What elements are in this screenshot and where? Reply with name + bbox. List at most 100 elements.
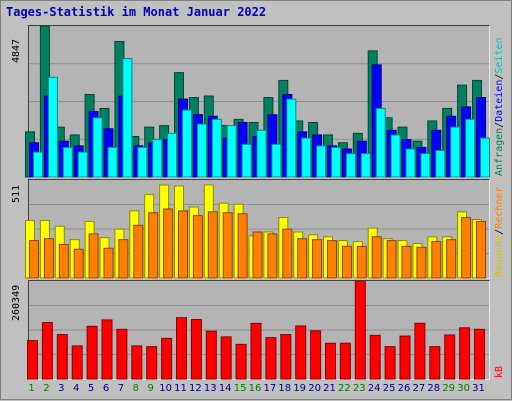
bar-kb-day-12 — [190, 319, 202, 380]
bar-seiten-day-5 — [92, 117, 103, 178]
bar-kb-day-7 — [116, 328, 128, 380]
bar-kb-day-3 — [56, 334, 68, 380]
bar-rechner-day-16 — [252, 231, 263, 279]
day-label: 21 — [323, 383, 336, 394]
bar-seiten-day-13 — [211, 118, 222, 178]
bar-seiten-day-7 — [122, 58, 133, 178]
bar-kb-day-9 — [146, 346, 158, 380]
bar-seiten-day-9 — [152, 139, 163, 178]
bar-kb-day-17 — [265, 337, 277, 380]
bar-rechner-day-13 — [207, 211, 218, 279]
day-label: 17 — [263, 383, 277, 394]
bar-rechner-day-1 — [29, 240, 39, 279]
day-label: 20 — [308, 383, 321, 394]
bar-kb-day-24 — [369, 334, 381, 380]
day-label: 2 — [43, 383, 50, 394]
bar-rechner-day-15 — [237, 213, 248, 279]
day-label: 15 — [233, 383, 247, 394]
day-label: 10 — [159, 383, 172, 394]
bar-kb-day-25 — [384, 346, 396, 380]
day-label: 4 — [73, 383, 80, 394]
day-label: 27 — [412, 383, 426, 394]
bar-rechner-day-3 — [58, 243, 69, 279]
bar-kb-day-29 — [444, 334, 456, 380]
bar-seiten-day-28 — [435, 150, 446, 178]
bar-rechner-day-5 — [88, 233, 99, 279]
bar-rechner-day-21 — [327, 240, 337, 279]
bar-kb-day-20 — [310, 330, 322, 380]
bar-rechner-day-2 — [43, 238, 54, 279]
bar-seiten-day-11 — [182, 109, 192, 178]
bar-seiten-day-6 — [107, 146, 118, 178]
bar-seiten-day-18 — [286, 98, 297, 178]
day-label: 6 — [102, 383, 110, 394]
day-label: 30 — [457, 383, 470, 394]
bar-rechner-day-6 — [103, 247, 114, 279]
bar-kb-day-19 — [295, 325, 307, 380]
bar-kb-day-15 — [235, 343, 247, 380]
day-label: 25 — [382, 383, 396, 394]
bar-rechner-day-18 — [282, 228, 293, 279]
day-label: 11 — [174, 383, 187, 394]
bar-kb-day-16 — [250, 322, 262, 380]
bar-seiten-day-25 — [390, 134, 401, 178]
bar-rechner-day-12 — [192, 215, 203, 279]
bar-kb-day-22 — [339, 342, 351, 380]
bar-kb-day-28 — [429, 346, 441, 380]
bar-seiten-day-16 — [256, 129, 267, 178]
day-label: 13 — [203, 383, 217, 394]
bar-kb-day-23 — [354, 280, 366, 380]
bar-kb-day-5 — [86, 325, 98, 380]
day-label: 26 — [397, 383, 411, 394]
bar-seiten-day-19 — [301, 137, 312, 178]
bar-rechner-day-22 — [341, 245, 352, 279]
bar-rechner-day-30 — [461, 217, 472, 279]
day-label: 16 — [248, 383, 262, 394]
bar-rechner-day-7 — [118, 239, 129, 279]
bar-seiten-day-4 — [77, 151, 88, 178]
bar-rechner-day-24 — [371, 236, 382, 279]
bar-kb-day-21 — [325, 342, 336, 380]
bar-kb-day-14 — [220, 336, 232, 380]
bar-kb-day-30 — [459, 327, 471, 380]
day-label: 9 — [147, 383, 154, 394]
bar-seiten-day-3 — [62, 146, 73, 178]
bar-seiten-day-2 — [47, 76, 58, 178]
bar-rechner-day-14 — [222, 212, 233, 279]
bar-rechner-day-11 — [178, 210, 188, 279]
day-label: 28 — [427, 383, 441, 394]
day-label: 8 — [132, 383, 139, 394]
bar-kb-day-18 — [280, 334, 292, 380]
day-label: 24 — [367, 383, 381, 394]
day-label: 22 — [338, 383, 351, 394]
chart-title: Tages-Statistik im Monat Januar 2022 — [6, 5, 267, 19]
bar-rechner-day-9 — [148, 212, 159, 279]
bar-seiten-day-15 — [241, 143, 252, 178]
day-label: 18 — [278, 383, 292, 394]
day-label: 3 — [58, 383, 65, 394]
bar-seiten-day-8 — [137, 146, 148, 178]
bar-rechner-day-10 — [163, 208, 174, 279]
day-label: 29 — [442, 383, 456, 394]
bar-rechner-day-8 — [133, 224, 144, 279]
bar-seiten-day-10 — [167, 132, 178, 178]
bar-seiten-day-20 — [316, 145, 327, 178]
bar-rechner-day-29 — [446, 239, 457, 279]
bar-seiten-day-22 — [345, 153, 356, 178]
day-label: 23 — [352, 383, 366, 394]
bar-rechner-day-25 — [386, 240, 397, 279]
bar-kb-day-27 — [414, 322, 426, 380]
bar-rechner-day-4 — [73, 248, 84, 279]
bar-rechner-day-20 — [312, 239, 323, 279]
day-label: 7 — [117, 383, 125, 394]
day-label: 14 — [218, 383, 232, 394]
bar-seiten-day-21 — [331, 146, 341, 178]
bar-kb-day-26 — [399, 335, 411, 380]
bar-kb-day-4 — [71, 345, 83, 380]
day-label: 5 — [87, 383, 95, 394]
day-axis: 1 2 3 4 5 6 7 8 9 10 11 12 13 14 15 16 17 18 19 20 21 22 23 24 2… — [28, 383, 490, 397]
bar-seiten-day-23 — [360, 153, 371, 178]
bar-rechner-day-27 — [416, 246, 427, 279]
day-label: 19 — [293, 383, 307, 394]
bar-kb-day-6 — [101, 319, 113, 380]
